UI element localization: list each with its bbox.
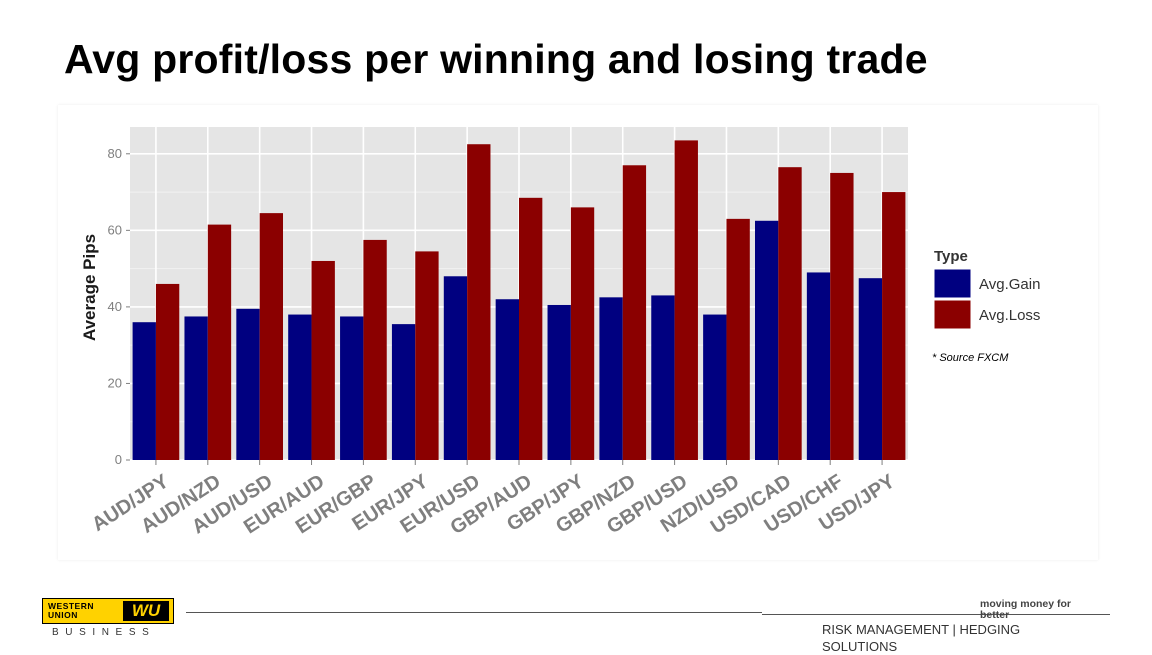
- bar-avg-gain: [340, 316, 364, 460]
- logo-mark: WU: [123, 601, 169, 621]
- y-tick-label: 0: [115, 452, 122, 467]
- logo-line-2: UNION: [48, 610, 78, 620]
- bar-chart: 020406080AUD/JPYAUD/NZDAUD/USDEUR/AUDEUR…: [80, 127, 1040, 539]
- legend-swatch-avg-loss: [933, 299, 972, 330]
- bar-avg-loss: [830, 172, 854, 460]
- bar-avg-gain: [599, 297, 623, 460]
- footer-divider-right: [762, 614, 1110, 615]
- bar-avg-gain: [132, 322, 156, 460]
- bar-avg-loss: [570, 207, 595, 460]
- footer-divider-left: [186, 612, 302, 613]
- bar-avg-gain: [806, 272, 831, 460]
- bar-avg-gain: [236, 308, 260, 460]
- bar-avg-loss: [207, 224, 232, 460]
- footer: WESTERN UNION WU BUSINESS moving money f…: [0, 590, 1152, 654]
- business-label: BUSINESS: [52, 627, 156, 638]
- bar-avg-loss: [726, 218, 750, 460]
- y-tick-label: 20: [108, 375, 122, 390]
- logo-line-1: WESTERN: [48, 601, 94, 611]
- source-note: * Source FXCM: [932, 352, 1009, 364]
- footer-section-label: RISK MANAGEMENT | HEDGING SOLUTIONS: [822, 622, 1021, 654]
- bar-avg-loss: [778, 167, 802, 461]
- bar-avg-gain: [184, 316, 208, 460]
- bar-avg-gain: [391, 324, 416, 460]
- bar-avg-loss: [622, 165, 647, 460]
- bar-avg-gain: [547, 304, 571, 460]
- slide-title: Avg profit/loss per winning and losing t…: [64, 36, 928, 82]
- bar-avg-loss: [519, 197, 543, 460]
- bar-avg-loss: [674, 140, 698, 460]
- chart-frame: 0 20 40 60 80 AUD/JPY AUD/NZD AUD/USD EUR/AUD EUR…: [58, 105, 1098, 560]
- bar-avg-loss: [311, 260, 335, 460]
- legend-label: Avg.Loss: [979, 307, 1040, 324]
- y-axis-title: Average Pips: [80, 234, 99, 341]
- bar-avg-loss: [259, 213, 284, 460]
- bar-avg-loss: [363, 239, 387, 460]
- bar-avg-loss: [882, 192, 906, 460]
- bar-avg-gain: [288, 314, 312, 460]
- legend-label: Avg.Gain: [979, 276, 1040, 293]
- western-union-logo: WESTERN UNION WU: [42, 598, 174, 624]
- bar-avg-gain: [754, 220, 779, 460]
- legend-title: Type: [934, 248, 968, 265]
- bar-avg-gain: [651, 295, 675, 460]
- bar-avg-loss: [155, 283, 180, 460]
- legend-swatch-avg-gain: [933, 268, 972, 299]
- bar-avg-gain: [495, 299, 519, 460]
- y-tick-label: 40: [108, 299, 122, 314]
- y-tick-label: 60: [108, 222, 122, 237]
- bar-avg-gain: [858, 278, 883, 460]
- bar-avg-gain: [443, 276, 468, 460]
- y-tick-label: 80: [108, 146, 122, 161]
- logo-wordmark: WESTERN UNION: [48, 602, 94, 620]
- tagline: moving money for better: [980, 598, 1072, 621]
- bar-avg-loss: [467, 144, 491, 461]
- bar-avg-loss: [415, 251, 439, 460]
- bar-avg-gain: [703, 314, 727, 460]
- footer-divider-main: [302, 612, 762, 613]
